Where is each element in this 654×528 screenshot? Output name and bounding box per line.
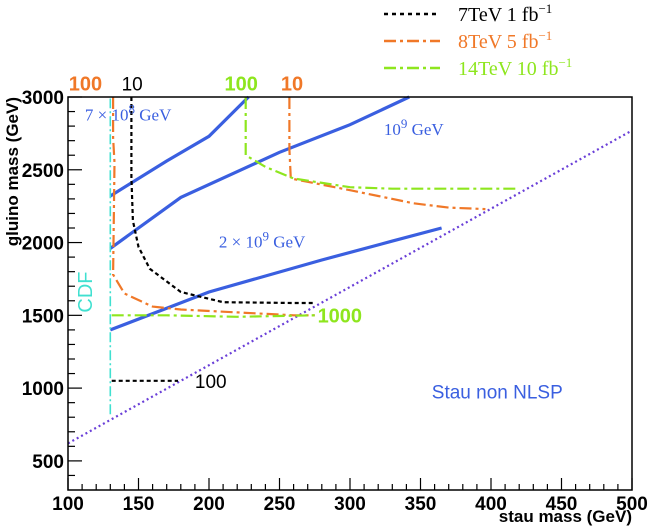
y-tick-label: 2000 (22, 234, 64, 255)
x-tick-label: 450 (546, 494, 578, 515)
series-8tev-10 (288, 97, 486, 211)
series-14tev-100 (244, 97, 520, 190)
annotation-2-10: 2 × 109 GeV (219, 229, 306, 252)
x-tick-label: 350 (405, 494, 437, 515)
x-tick-label: 300 (334, 494, 366, 515)
x-tick-label: 250 (264, 494, 296, 515)
series-7-10-8-gev (109, 95, 250, 198)
annotation-stau-non-nlsp: Stau non NLSP (432, 382, 563, 403)
x-tick-label: 400 (475, 494, 507, 515)
y-tick-label: 3000 (22, 88, 64, 109)
y-tick-label: 1500 (22, 306, 64, 327)
y-axis-title: gluino mass (GeV) (3, 97, 22, 246)
x-tick-label: 500 (616, 494, 648, 515)
series-8tev-100 (111, 97, 315, 317)
annotation-100: 100 (69, 74, 102, 96)
annotation-10: 10 (122, 75, 143, 96)
legend-entry-label: 7TeV 1 fb−1 (458, 1, 552, 26)
annotations: 100 10 100 10 7 × 108 GeV 109 GeV 2 × 109 GeV 1… (69, 74, 563, 404)
series-14tev-1000 (111, 314, 315, 318)
tick-labels: 100 150 200 250 300 350 400 450 500 500 1000 1500 20… (22, 88, 648, 515)
cdf-label: CDF (75, 271, 97, 312)
x-tick-label: 100 (52, 494, 84, 515)
axis-ticks (67, 96, 633, 490)
annotation-7-10: 7 × 108 GeV (85, 101, 172, 124)
annotation-100: 100 (195, 372, 227, 393)
annotation-1000: 1000 (318, 306, 363, 328)
legend-entry-label: 8TeV 5 fb−1 (458, 28, 552, 53)
legend-entry-label: 14TeV 10 fb−1 (458, 55, 572, 80)
series-2-10-9-gev (109, 226, 443, 332)
annotation-10: 109 GeV (384, 116, 445, 139)
series-10-9-gev (109, 95, 410, 250)
x-tick-label: 150 (123, 494, 155, 515)
x-tick-label: 200 (193, 494, 225, 515)
y-tick-label: 500 (32, 452, 64, 473)
plot-lines (67, 95, 633, 445)
x-axis-title: stau mass (GeV) (499, 507, 632, 526)
y-tick-label: 1000 (22, 379, 64, 400)
series-7tev-10 (130, 97, 315, 305)
annotation-10: 10 (281, 74, 303, 96)
y-tick-label: 2500 (22, 161, 64, 182)
annotation-100: 100 (225, 74, 258, 96)
